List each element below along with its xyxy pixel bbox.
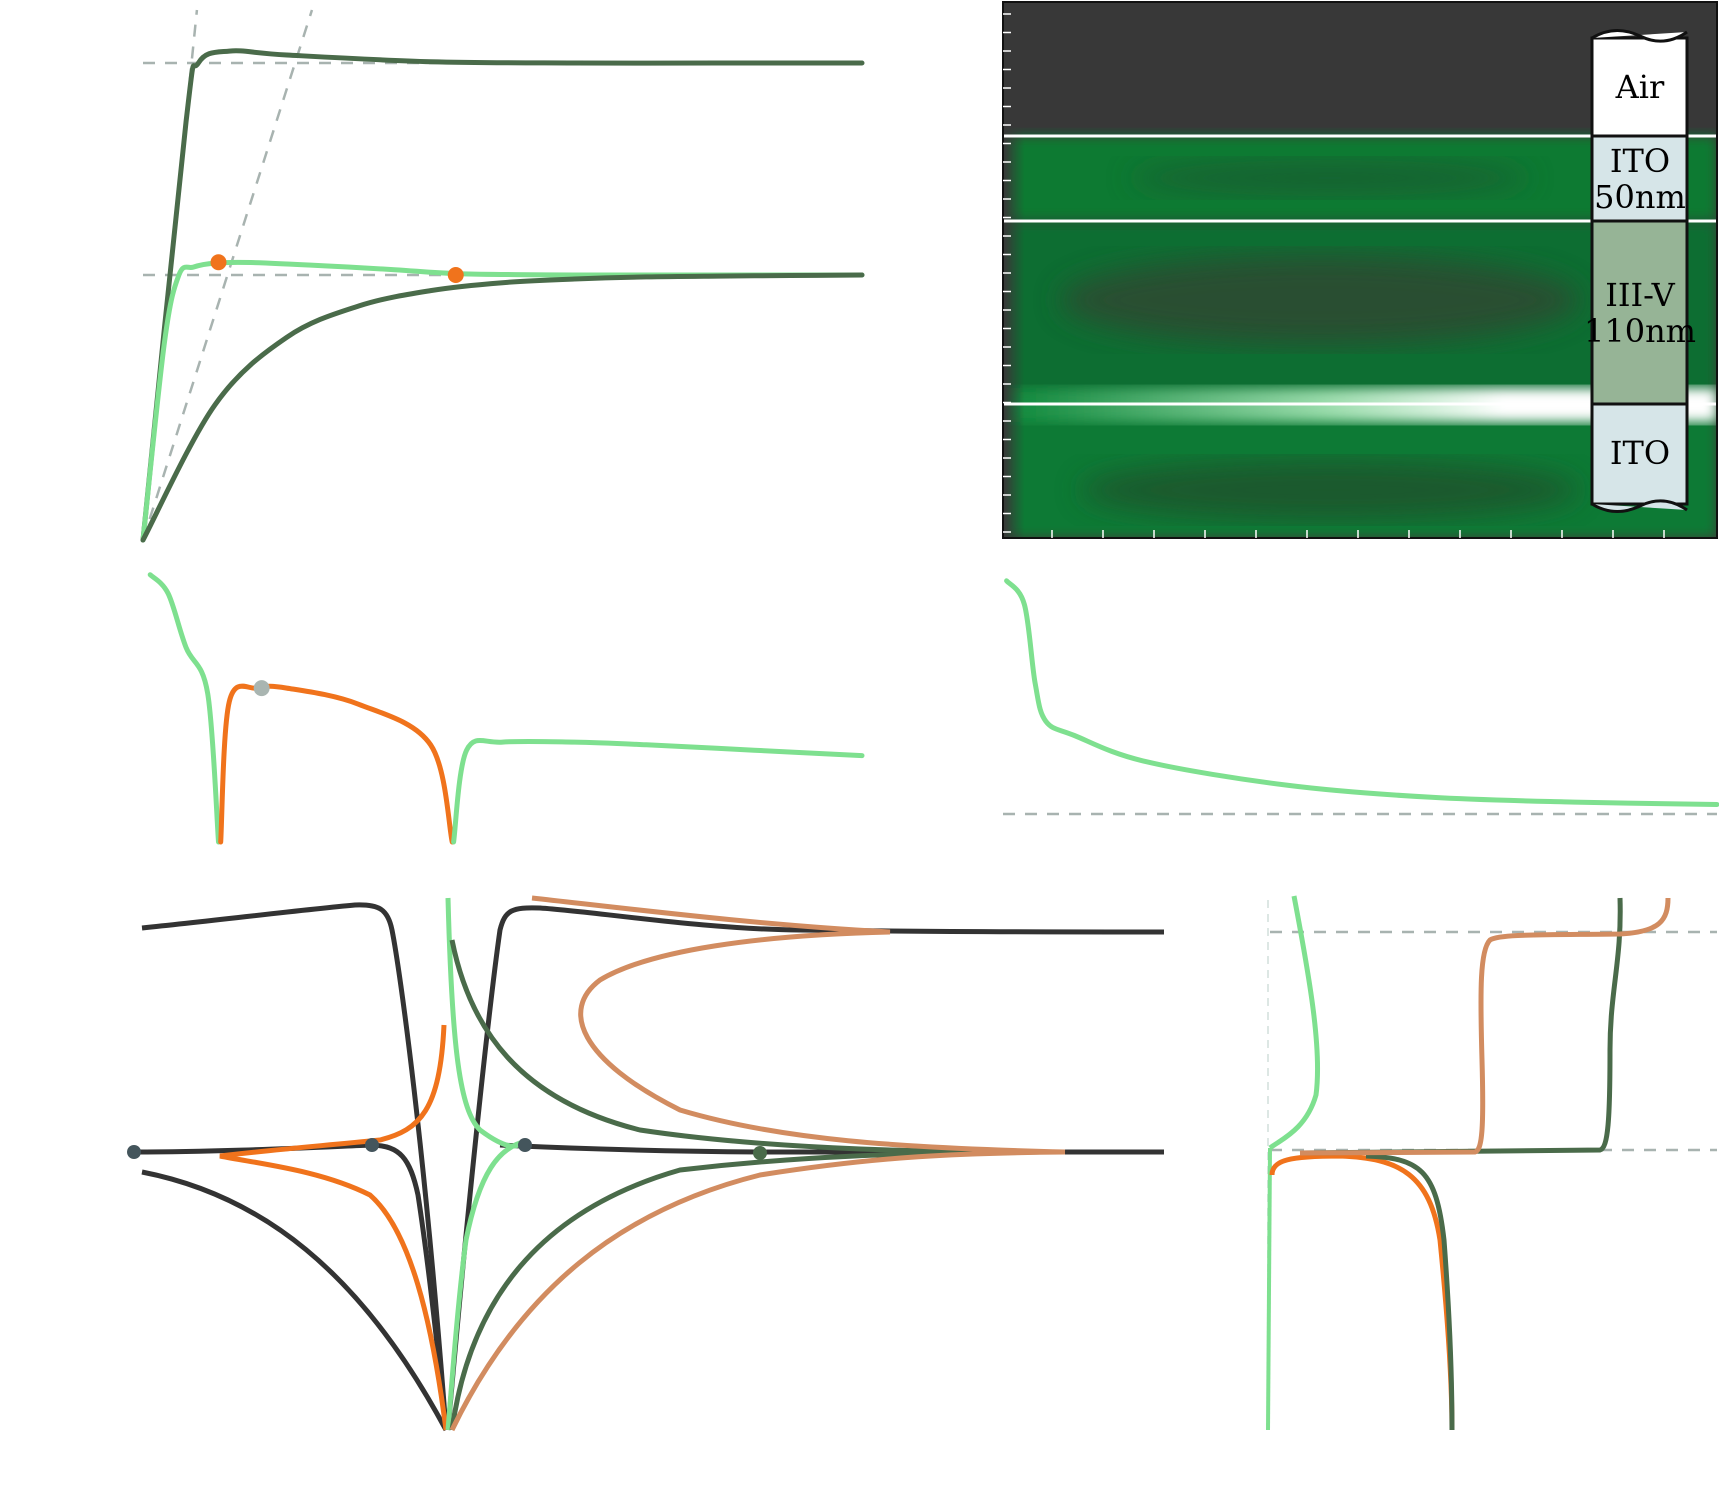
panel-top-left: [140, 9, 865, 543]
marker-1: [447, 267, 464, 283]
layer-ito-top: [1590, 134, 1689, 223]
layer-stack: Air ITO 50nm III-V 110nm ITO: [1584, 29, 1696, 513]
marker-0: [210, 254, 227, 271]
series-tan-lower: [449, 1149, 1066, 1432]
series-light-green: [445, 897, 527, 1431]
layer-iiiv: [1590, 219, 1689, 406]
layer-label-ito-top-line1: ITO: [1610, 142, 1670, 180]
layer-label-ito-top-line2: 50nm: [1594, 178, 1686, 216]
series-black-right-upper: [445, 905, 1165, 1431]
marker-slate-edge: [127, 1145, 141, 1159]
marker-slate-2: [518, 1138, 532, 1152]
series-light_green-0: [147, 572, 221, 845]
heatmap-ticks: [1003, 13, 1665, 538]
panel-middle-left: [147, 572, 865, 845]
series-light-green: [1268, 895, 1321, 1151]
series-light_green-1: [140, 259, 865, 543]
marker-dark-green: [753, 1146, 767, 1160]
panel-bottom-right: [1266, 895, 1717, 1431]
layer-label-air: Air: [1615, 68, 1665, 106]
series-orange-1: [218, 683, 455, 845]
series-dark_green-2: [140, 272, 865, 543]
series-dark-green-upper: [449, 939, 1041, 1155]
panel-bottom-left: [127, 895, 1165, 1432]
layer-ito-bottom: [1590, 402, 1689, 506]
series-dark-green-lower: [449, 1149, 1041, 1431]
marker-slate-1: [365, 1138, 379, 1152]
series-black-middle: [133, 1142, 449, 1431]
panel-top-right-heatmap: Air ITO 50nm III-V 110nm ITO: [1002, 1, 1718, 539]
series-light-green-lower: [1266, 1147, 1272, 1431]
layer-label-iiiv-line2: 110nm: [1584, 312, 1696, 350]
series-tan: [531, 895, 1066, 1155]
series-black-left-upper: [141, 902, 449, 1431]
series-light_green-2: [451, 737, 865, 845]
panel-middle-right: [1003, 578, 1719, 816]
series-orange: [219, 1024, 449, 1431]
series-orange: [1269, 1153, 1455, 1431]
layer-label-iiiv-line1: III-V: [1605, 276, 1675, 314]
series-dark-green: [1365, 1153, 1455, 1431]
series-tan: [1299, 897, 1671, 1156]
series-black-lower: [141, 1169, 449, 1432]
series-dark_green-0: [140, 48, 865, 543]
series-light_green-0: [1004, 578, 1719, 807]
series-dark-green-step: [1299, 897, 1623, 1156]
heatmap-frame: [1002, 1, 1718, 539]
guide-diagonal-0: [141, 9, 314, 541]
marker-0: [253, 680, 270, 697]
layer-label-ito-bottom: ITO: [1610, 434, 1670, 472]
